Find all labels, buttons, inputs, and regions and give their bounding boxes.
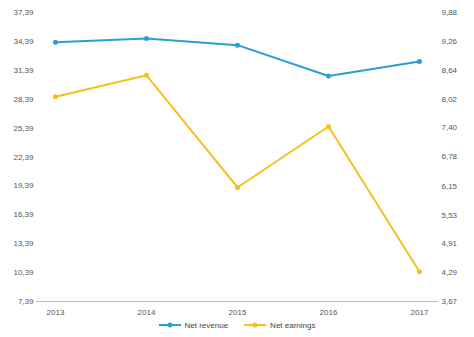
svg-text:31,39: 31,39 xyxy=(13,66,34,75)
svg-text:34,39: 34,39 xyxy=(13,37,34,46)
svg-text:25,39: 25,39 xyxy=(13,124,34,133)
svg-text:2016: 2016 xyxy=(320,308,338,316)
svg-text:9,26: 9,26 xyxy=(442,37,458,46)
svg-text:4,91: 4,91 xyxy=(442,239,458,248)
svg-text:10,39: 10,39 xyxy=(13,268,34,277)
svg-text:5,53: 5,53 xyxy=(442,210,458,219)
svg-text:2015: 2015 xyxy=(229,308,247,316)
svg-text:2014: 2014 xyxy=(138,308,156,316)
svg-text:2013: 2013 xyxy=(47,308,65,316)
svg-text:4,29: 4,29 xyxy=(442,268,458,277)
svg-text:8,64: 8,64 xyxy=(442,66,458,75)
svg-text:2017: 2017 xyxy=(411,308,429,316)
svg-text:22,39: 22,39 xyxy=(13,153,34,162)
svg-text:8,02: 8,02 xyxy=(442,95,458,104)
html-text:Net revenue: Net revenue xyxy=(184,320,229,330)
svg-text:7,39: 7,39 xyxy=(18,297,34,306)
svg-text:13,39: 13,39 xyxy=(13,239,34,248)
svg-text:37,39: 37,39 xyxy=(13,8,34,17)
svg-text:6,15: 6,15 xyxy=(442,182,458,191)
svg-text:19,39: 19,39 xyxy=(13,181,34,190)
svg-text:7,40: 7,40 xyxy=(442,123,458,132)
html-text:Net earnings: Net earnings xyxy=(270,320,316,330)
svg-text:28,39: 28,39 xyxy=(13,95,34,104)
svg-text:6,78: 6,78 xyxy=(442,152,458,161)
svg-text:16,39: 16,39 xyxy=(13,210,34,219)
svg-text:3,67: 3,67 xyxy=(442,297,458,306)
svg-text:9,88: 9,88 xyxy=(442,8,458,17)
